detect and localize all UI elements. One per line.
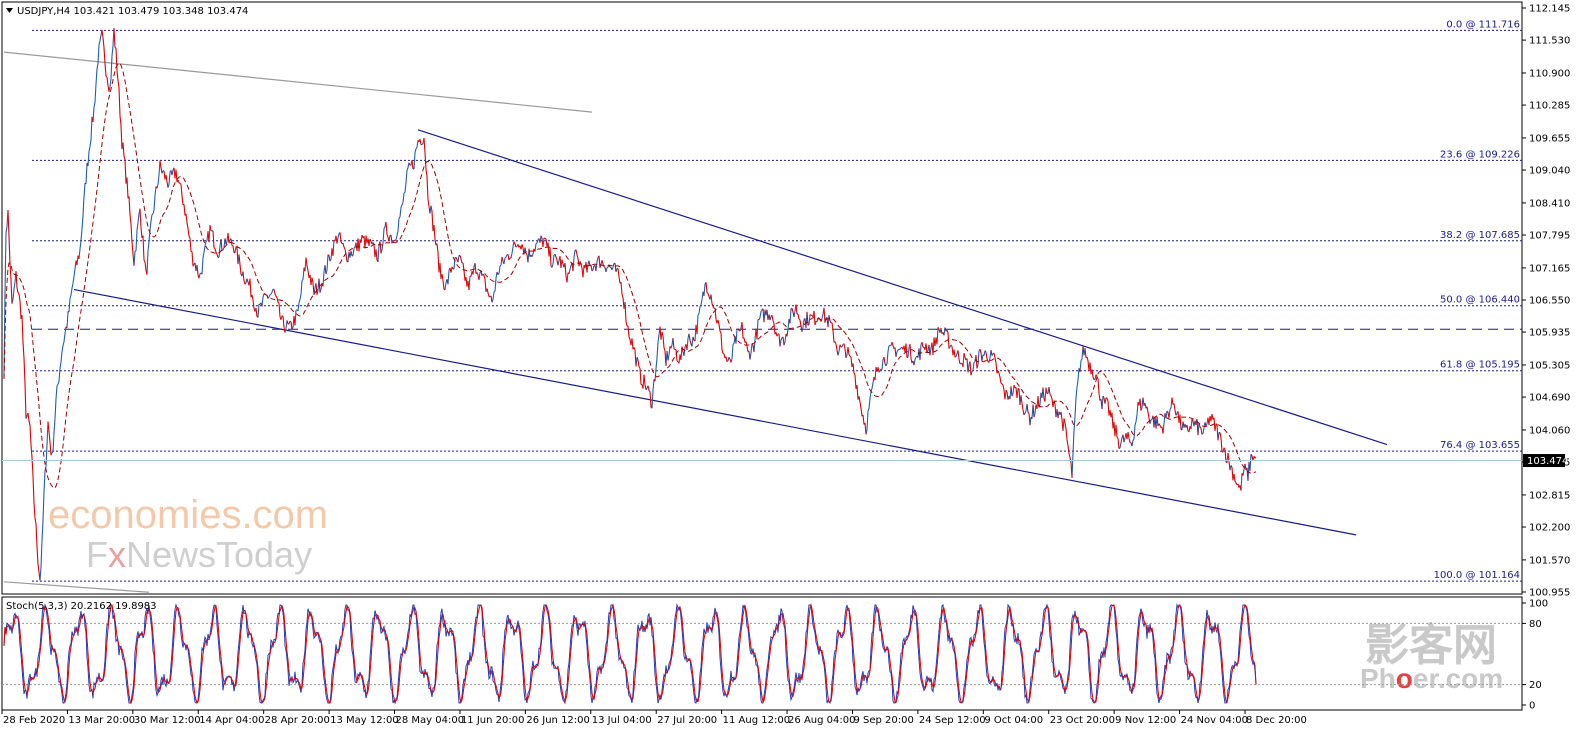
time-tick-label: 24 Nov 04:00 [1181,715,1248,726]
stoch-header: Stoch(5,3,3) 20.2162 19.8983 [6,601,157,612]
price-tick-label: 107.795 [1529,231,1570,242]
watermark-economies: economies.com [48,493,328,537]
price-tick-label: 102.815 [1529,490,1570,501]
time-tick-label: 13 Jul 04:00 [592,715,652,726]
price-tick-label: 104.690 [1529,393,1570,404]
price-tick-label: 111.530 [1529,36,1570,47]
moving-average-line [3,62,1257,489]
price-tick-label: 106.550 [1529,296,1570,307]
symbol-header: USDJPY,H4 103.421 103.479 103.348 103.47… [17,6,248,17]
stochastic-series [2,603,1522,705]
fib-level-label: 0.0 @ 111.716 [1446,19,1520,30]
trendline-gray-upper [3,51,593,113]
price-series [3,28,1257,581]
stoch-tick-label: 80 [1529,619,1542,630]
time-tick-label: 28 Feb 2020 [3,715,65,726]
time-tick-label: 11 Aug 12:00 [723,715,790,726]
price-tick-label: 110.900 [1529,68,1570,79]
stoch-k-line [3,603,1257,705]
time-tick-label: 9 Sep 20:00 [853,715,913,726]
price-tick-label: 109.040 [1529,166,1570,177]
price-tick-label: 112.145 [1529,4,1570,15]
price-tick-label: 101.570 [1529,555,1570,566]
watermark-phoer: Phoer.com [1360,663,1503,694]
moving-average-series [3,62,1257,489]
fib-level-label: 50.0 @ 106.440 [1440,295,1520,306]
fibonacci-levels: 0.0 @ 111.716 23.6 @ 109.226 38.2 @ 107.68… [32,19,1522,582]
price-tick-label: 107.165 [1529,263,1570,274]
fib-level-label: 100.0 @ 101.164 [1434,570,1520,581]
price-tick-label: 105.935 [1529,328,1570,339]
stoch-panel-frame [1,596,1523,711]
stoch-d-line [3,603,1257,705]
watermark-fxnewstoday: FxNewsToday [86,534,312,575]
header-triangle-icon[interactable] [6,8,13,13]
stoch-tick-label: 100 [1529,599,1548,610]
price-axis: 112.145 111.530 110.900 110.285 109.655 109.0… [2,4,1570,599]
time-tick-label: 26 Jun 12:00 [526,715,590,726]
price-tick-label: 100.955 [1529,588,1570,599]
trendline-channel-lower [73,288,1357,536]
watermark-yingke: 影客网 [1365,621,1497,670]
fib-level-label: 61.8 @ 105.195 [1440,360,1520,371]
time-tick-label: 13 Mar 20:00 [68,715,135,726]
main-panel-frame [1,1,1523,595]
price-tick-label: 108.410 [1529,198,1570,209]
current-price-label: 103.474 [1527,456,1568,467]
time-tick-label: 23 Oct 20:00 [1050,715,1115,726]
trendline-channel-upper [417,129,1388,446]
current-price-marker: 103.474 [1523,454,1568,468]
stoch-tick-label: 20 [1529,680,1542,691]
time-tick-label: 9 Oct 04:00 [984,715,1043,726]
price-line-down [7,28,1256,581]
time-tick-label: 13 May 12:00 [330,715,399,726]
time-tick-label: 28 May 04:00 [396,715,465,726]
time-tick-label: 28 Apr 20:00 [265,715,330,726]
price-tick-label: 110.285 [1529,101,1570,112]
time-tick-label: 27 Jul 20:00 [657,715,717,726]
time-tick-label: 26 Aug 04:00 [788,715,855,726]
time-tick-label: 8 Dec 20:00 [1246,715,1307,726]
trendline-gray-lower [3,581,150,593]
watermark-group: economies.com FxNewsToday 影客网 Phoer.com [48,493,1503,694]
time-tick-label: 14 Apr 04:00 [199,715,264,726]
time-tick-label: 11 Jun 20:00 [461,715,525,726]
trendlines [3,51,1388,593]
fib-level-label: 76.4 @ 103.655 [1440,440,1520,451]
stoch-tick-label: 0 [1529,701,1535,712]
stoch-axis: 100 80 20 0 [1522,599,1548,712]
price-tick-label: 102.200 [1529,523,1570,534]
fib-level-label: 23.6 @ 109.226 [1440,149,1520,160]
time-tick-label: 30 Mar 12:00 [134,715,201,726]
price-tick-label: 105.305 [1529,360,1570,371]
price-tick-label: 104.060 [1529,425,1570,436]
time-tick-label: 24 Sep 12:00 [919,715,986,726]
fib-level-label: 38.2 @ 107.685 [1440,230,1520,241]
time-tick-label: 9 Nov 12:00 [1115,715,1176,726]
price-tick-label: 109.655 [1529,133,1570,144]
